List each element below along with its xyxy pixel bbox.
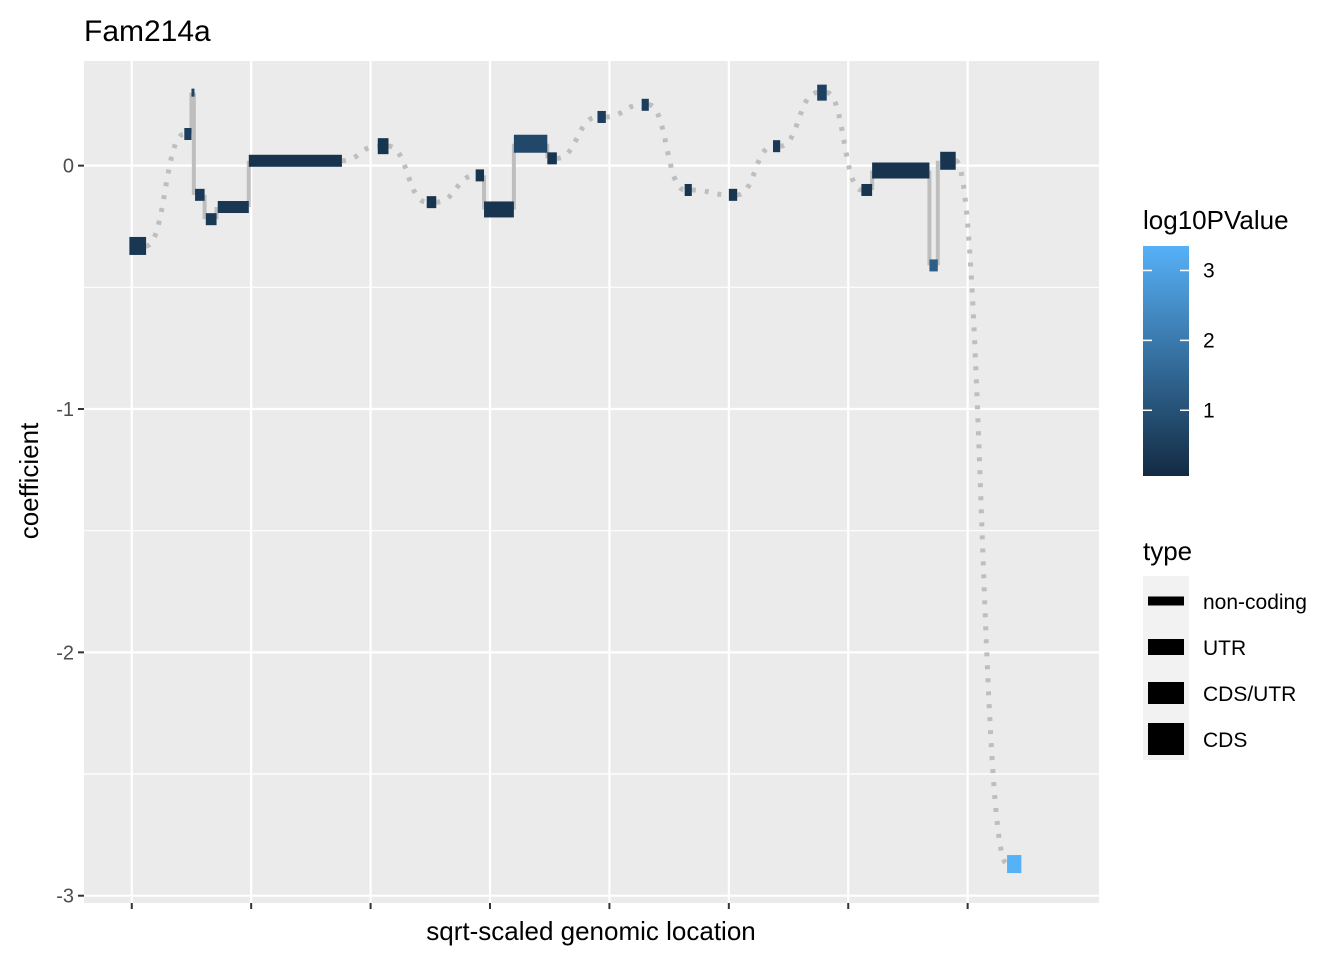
legend-type-label: UTR [1203,637,1246,660]
legend-colorbar [1143,246,1189,476]
segment-utr [475,169,485,182]
segment-utr [547,152,557,165]
segment-cds-utr [872,162,930,179]
connector-dotted [605,102,642,120]
segment-cds [513,134,548,153]
segment-utr [861,183,873,196]
legend-type-label: CDS [1203,729,1247,752]
y-tick-label: -1 [56,399,74,421]
legend-type-key [1148,639,1184,655]
segment-utr [426,196,437,209]
colorbar-tick-label: 2 [1203,329,1215,352]
coefficient-segments [129,84,1022,874]
x-axis [130,903,969,909]
segment-cds [940,151,956,170]
connector-dotted [953,158,1010,867]
connector-dotted [556,114,598,161]
legend-type-title: type [1143,536,1192,566]
segment-cds-utr [484,201,514,218]
segment-non-coding [191,88,195,97]
segment-utr [929,259,938,272]
segment-utr [195,188,205,201]
y-tick-label: -3 [56,886,74,908]
legend-type-label: CDS/UTR [1203,683,1296,706]
y-axis-title: coefficient [14,422,44,539]
legend-type-entries: non-coding UTR CDS/UTR CDS [1148,591,1307,755]
colorbar-tick-label: 1 [1203,399,1215,422]
legend-type-label: non-coding [1203,591,1307,614]
connector-dotted [691,187,729,198]
legend-type-key [1148,723,1184,755]
panel-background [84,61,1099,903]
connector-dotted [825,90,863,193]
x-axis-title: sqrt-scaled genomic location [426,916,756,946]
connector-dotted [341,143,378,164]
connector-dotted [387,143,428,205]
segment-utr [728,188,738,201]
legend-type-key [1148,682,1184,704]
colorbar-tick-label: 3 [1203,259,1215,282]
grid-minor [84,286,1099,775]
y-axis: 0 -1 -2 -3 [56,156,84,908]
plot-panel [84,61,1099,903]
legend-type: type non-coding UTR CDS/UTR CDS [1143,536,1307,760]
chart-title: Fam214a [84,15,211,48]
legend-log10pvalue: log10PValue 1 2 3 [1143,205,1289,476]
segment-utr [597,110,606,123]
segment-utr [773,140,781,153]
segment-cds [129,236,147,255]
segment-utr [205,213,217,226]
legend-type-key [1148,596,1184,606]
segment-utr [641,98,649,111]
segment-utr [248,154,342,167]
segment-cds-utr [377,138,389,155]
segment-utr [684,183,692,196]
segment-cds [1007,855,1022,874]
segment-cds-utr [817,84,827,101]
segment-utr [217,201,249,214]
grid-major [84,61,1099,903]
y-tick-label: 0 [63,156,74,178]
legend-colorbar-ticks: 1 2 3 [1143,259,1215,422]
legend-color-title: log10PValue [1143,205,1289,235]
segment-utr [184,128,192,141]
y-tick-label: -2 [56,642,74,664]
